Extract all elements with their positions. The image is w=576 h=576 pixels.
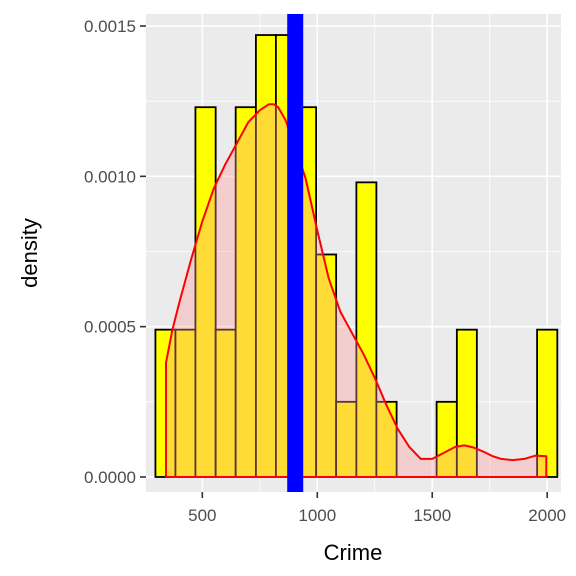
- y-axis-title: density: [17, 218, 42, 288]
- density-area: [165, 103, 548, 478]
- x-tick-label: 1000: [298, 506, 336, 525]
- x-tick-label: 500: [188, 506, 216, 525]
- y-tick-label: 0.0015: [84, 17, 136, 36]
- x-tick-label: 2000: [528, 506, 566, 525]
- y-axis: 0.0000 0.0005 0.0010 0.0015: [84, 17, 146, 487]
- density-layer: [165, 103, 548, 478]
- y-tick-label: 0.0000: [84, 468, 136, 487]
- y-tick-label: 0.0010: [84, 167, 136, 186]
- x-axis: 500 1000 1500 2000: [188, 492, 566, 525]
- x-tick-label: 1500: [413, 506, 451, 525]
- y-tick-label: 0.0005: [84, 318, 136, 337]
- x-axis-title: Crime: [324, 540, 383, 565]
